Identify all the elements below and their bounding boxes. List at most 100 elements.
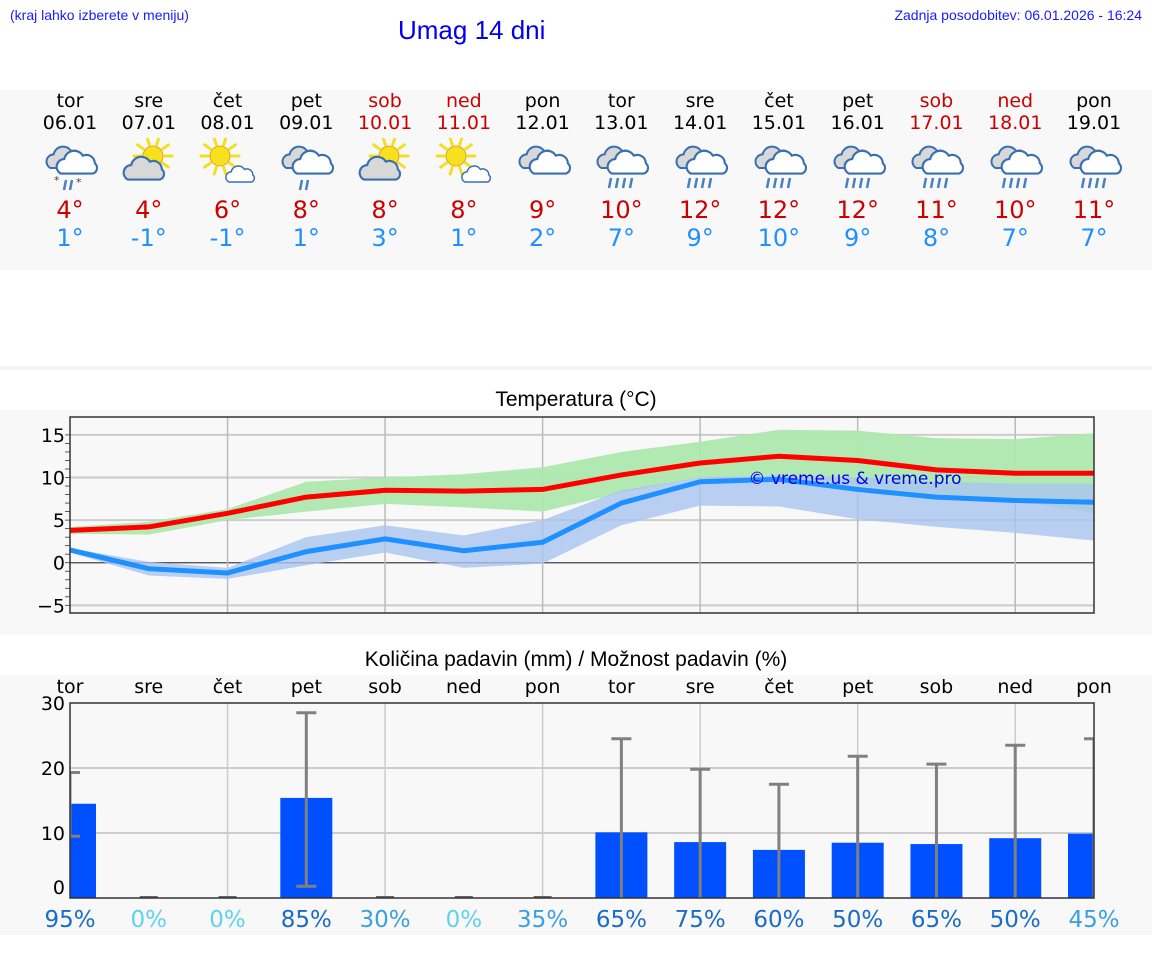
bars-group <box>70 711 1094 898</box>
day-forecast: ned 18.01 10° 7° <box>976 90 1054 252</box>
min-temp: 9° <box>686 224 714 252</box>
last-updated: Zadnja posodobitev: 06.01.2026 - 16:24 <box>894 7 1142 23</box>
max-temp: 12° <box>757 196 801 224</box>
y-tick-label: 20 <box>41 758 65 780</box>
cloud-rain-icon <box>582 138 660 194</box>
day-name: tor <box>56 90 84 112</box>
max-temp: 8° <box>450 196 478 224</box>
sun-small-cloud-icon <box>425 138 503 194</box>
min-temp: 9° <box>844 224 872 252</box>
day-name: sre <box>134 90 164 112</box>
day-name: pet <box>290 90 322 112</box>
day-date: 10.01 <box>357 112 413 134</box>
x-tick-label: čet <box>213 676 243 698</box>
min-temp: 8° <box>922 224 951 252</box>
day-forecast: pet 09.01 8° 1° <box>267 90 345 252</box>
precip-probability: 45% <box>1068 907 1119 933</box>
day-forecast: pon 19.01 11° 7° <box>1055 90 1133 252</box>
min-temp: -1° <box>130 224 167 252</box>
watermark: © vreme.us & vreme.pro <box>748 469 961 489</box>
precip-probability: 30% <box>360 907 411 933</box>
y-tick-label: 10 <box>41 823 65 845</box>
x-tick-label: pet <box>291 676 322 698</box>
day-name: sob <box>919 90 954 112</box>
day-forecast: ned 11.01 8° 1° <box>425 90 503 252</box>
x-tick-label: tor <box>608 676 635 698</box>
precip-probability: 0% <box>446 907 483 933</box>
day-forecast: sre 14.01 12° 9° <box>661 90 739 252</box>
plot-frame <box>69 416 1095 614</box>
cloud-rain-icon <box>897 138 975 194</box>
min-temp: 7° <box>1080 224 1108 252</box>
precip-probability: 95% <box>44 907 95 933</box>
min-temp: 7° <box>607 224 636 252</box>
day-date: 11.01 <box>436 112 492 134</box>
max-temp: 8° <box>371 196 399 224</box>
min-temp: 1° <box>56 224 84 252</box>
day-name: ned <box>997 90 1034 112</box>
max-temp: 11° <box>915 196 958 224</box>
x-tick-label: sob <box>368 676 402 698</box>
max-temp: 9° <box>528 196 557 224</box>
precip-probability: 85% <box>281 907 332 933</box>
precip-probability: 35% <box>517 907 568 933</box>
min-temp: 3° <box>371 224 399 252</box>
day-forecast: čet 08.01 6° -1° <box>189 90 267 252</box>
day-name: pon <box>524 90 561 112</box>
day-forecast: sob 17.01 11° 8° <box>897 90 975 252</box>
day-forecast: tor 06.01 * * 4° 1° <box>31 90 109 252</box>
day-date: 08.01 <box>200 112 255 134</box>
y-tick-label: 10 <box>41 468 65 490</box>
sun-small-cloud-icon <box>189 138 267 194</box>
y-tick-label: 0 <box>53 877 65 899</box>
x-tick-label: ned <box>446 676 482 698</box>
day-date: 12.01 <box>515 112 570 134</box>
divider <box>0 366 1152 370</box>
day-date: 13.01 <box>594 112 649 134</box>
cloud-rain-icon <box>1055 138 1133 194</box>
day-forecast: sre 07.01 4° -1° <box>110 90 188 252</box>
page-title: Umag 14 dni <box>398 15 546 45</box>
y-tick-label: −5 <box>37 595 65 617</box>
day-name: pet <box>842 90 874 112</box>
cloud-light-rain-icon <box>267 138 345 194</box>
x-tick-label: pon <box>1076 676 1112 698</box>
max-temp: 11° <box>1072 196 1116 224</box>
day-name: ned <box>445 90 482 112</box>
precip-bar <box>1068 833 1094 898</box>
cloud-rain-icon <box>976 138 1054 194</box>
max-temp: 12° <box>836 196 879 224</box>
precip-probability: 0% <box>131 907 168 933</box>
max-temp: 6° <box>213 196 242 224</box>
y-tick-label: 30 <box>41 693 65 715</box>
day-date: 17.01 <box>909 112 964 134</box>
day-forecast: pon 12.01 9° 2° <box>504 90 582 252</box>
precip-probability: 65% <box>596 907 647 933</box>
sun-behind-cloud-icon <box>110 138 188 194</box>
precip-probability: 50% <box>990 907 1041 933</box>
precip-bar <box>70 803 96 898</box>
x-tick-label: sre <box>686 676 715 698</box>
cloud-icon <box>504 138 582 194</box>
day-date: 15.01 <box>751 112 807 134</box>
daily-forecast-strip: tor 06.01 * * 4° 1° sre 07.01 4° -1° čet 08… <box>0 90 1152 270</box>
svg-text:*: * <box>76 176 82 189</box>
x-tick-label: sre <box>134 676 163 698</box>
min-temp: -1° <box>209 224 246 252</box>
max-temp: 10° <box>600 196 643 224</box>
min-temp-range-band <box>70 474 1094 579</box>
day-date: 06.01 <box>42 112 98 134</box>
min-temp: 10° <box>757 224 801 252</box>
max-temp: 10° <box>993 196 1037 224</box>
x-tick-label: tor <box>57 676 84 698</box>
x-tick-label: ned <box>997 676 1033 698</box>
x-tick-label: sob <box>920 676 954 698</box>
y-tick-label: 5 <box>53 510 65 532</box>
precipitation-chart-title: Količina padavin (mm) / Možnost padavin … <box>364 648 788 671</box>
day-name: pon <box>1076 90 1112 112</box>
max-temp: 4° <box>135 196 163 224</box>
day-forecast: čet 15.01 12° 10° <box>740 90 818 252</box>
precip-probability: 50% <box>832 907 883 933</box>
x-tick-label: pet <box>842 676 873 698</box>
